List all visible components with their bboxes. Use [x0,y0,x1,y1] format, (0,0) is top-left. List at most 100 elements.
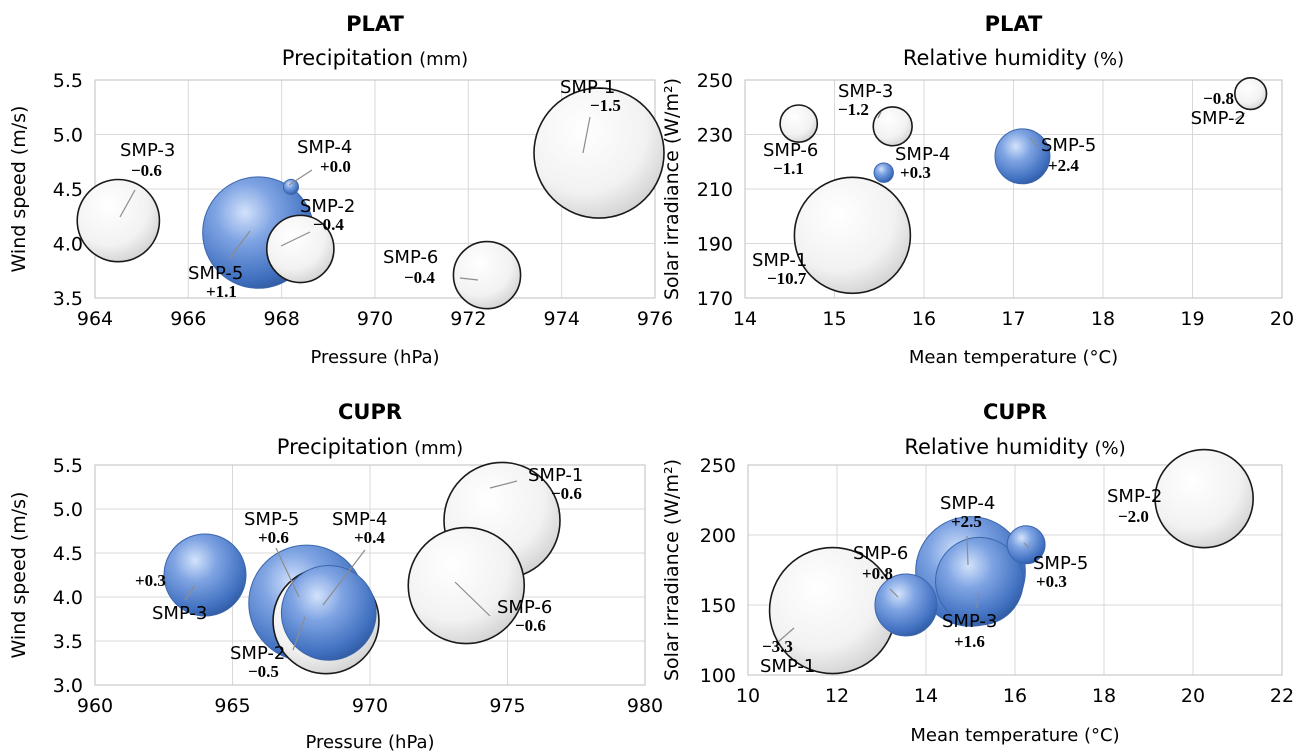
y-tick-label: 3.5 [53,631,83,653]
point-value-label: −0.6 [131,161,162,180]
y-tick-label: 250 [697,70,733,92]
point-value-label: −0.6 [515,616,546,635]
bubble-point [265,214,335,284]
point-name-label: SMP-1 [752,250,807,271]
x-axis-label: Mean temperature (°C) [910,725,1119,746]
x-tick-label: 19 [1180,308,1204,330]
leader-line [288,169,313,186]
point-name-label: SMP-3 [942,611,997,632]
y-tick-label: 4.0 [53,234,83,256]
bubble-point [793,176,912,295]
point-value-label: +0.3 [900,163,931,182]
bubble-point [452,240,522,310]
bubble-point [280,564,377,661]
point-name-label: SMP-3 [120,140,175,161]
bubble-point [407,526,526,645]
y-tick-label: 200 [700,525,736,547]
leader-line [889,588,899,598]
x-tick-label: 970 [357,308,393,330]
subtitle-text: Precipitation [282,46,413,70]
point-value-label: −0.8 [1203,89,1234,108]
point-name-label: SMP-2 [1107,486,1162,507]
x-tick-label: 18 [1091,308,1115,330]
x-axis-label: Mean temperature (°C) [909,347,1118,368]
leader-line [489,480,518,489]
subtitle-text: Relative humidity [904,435,1088,459]
point-name-label: SMP-6 [763,140,818,161]
x-tick-label: 965 [214,695,250,717]
chart-title: PLAT [346,12,404,36]
chart-title: CUPR [983,400,1047,424]
bubble-point [779,104,819,143]
x-tick-label: 14 [914,685,938,707]
plot-area [94,464,646,686]
y-tick-label: 100 [700,665,736,687]
x-axis-label: Pressure (hPa) [305,732,434,753]
point-value-label: +2.4 [1048,156,1079,175]
point-value-label: +0.6 [258,528,289,547]
point-name-label: SMP-2 [230,643,285,664]
chart-subtitle: Precipitation (mm) [282,46,468,70]
point-value-label: −0.6 [551,484,582,503]
point-value-label: −0.4 [404,268,435,287]
point-value-label: −3.3 [762,637,793,656]
chart-panel: 964 966 968 970 972 974 976 3.5 4.0 4.5 5.0 5.5 PLAT… [8,12,673,368]
leader-line [459,277,479,281]
x-axis-label: Pressure (hPa) [310,347,439,368]
leader-line [777,627,795,643]
point-name-label: SMP-6 [497,597,552,618]
point-value-label: +0.3 [1036,572,1067,591]
leader-line [275,547,300,598]
x-tick-label: 16 [912,308,936,330]
point-value-label: −2.0 [1118,507,1149,526]
point-value-label: +0.0 [320,157,351,176]
subtitle-unit: (%) [1093,49,1124,70]
point-value-label: −10.7 [767,269,807,288]
y-tick-label: 170 [697,288,733,310]
x-tick-label: 964 [77,308,113,330]
point-name-label: SMP-3 [838,81,893,102]
x-tick-label: 972 [450,308,486,330]
x-tick-label: 974 [544,308,580,330]
x-tick-label: 16 [1003,685,1027,707]
y-axis-label: Wind speed (m/s) [8,106,30,273]
leader-line [119,189,136,218]
y-tick-label: 4.5 [53,179,83,201]
leader-line [292,616,306,651]
point-value-label: +0.4 [354,528,385,547]
chart-panel: 960 965 970 975 980 3.0 3.5 4.0 4.5 5.0 5.5 CUPR Pre… [8,400,663,753]
x-tick-label: 975 [489,695,525,717]
x-tick-label: 12 [825,685,849,707]
point-value-label: +2.5 [951,512,982,531]
point-name-label: SMP-5 [188,263,243,284]
chart-subtitle: Precipitation (mm) [277,435,463,459]
y-tick-label: 150 [700,595,736,617]
y-tick-label: 250 [700,455,736,477]
x-tick-label: 968 [264,308,300,330]
y-tick-label: 4.5 [53,543,83,565]
y-axis-label: Solar irradiance (W/m²) [661,459,683,681]
chart-title: PLAT [985,12,1043,36]
y-tick-label: 3.0 [53,675,83,697]
point-name-label: SMP-1 [528,465,583,486]
leader-line [1023,542,1030,549]
point-name-label: SMP-4 [332,509,387,530]
leader-line [280,231,311,247]
subtitle-unit: (%) [1094,438,1125,459]
point-name-label: SMP-2 [1191,108,1246,129]
x-tick-label: 14 [733,308,757,330]
point-name-label: SMP-5 [1041,135,1096,156]
y-tick-label: 5.0 [53,125,83,147]
chart-subtitle: Relative humidity (%) [904,435,1125,459]
x-tick-label: 17 [1001,308,1025,330]
point-value-label: +1.6 [954,632,985,651]
point-value-label: +1.1 [206,282,237,301]
point-name-label: SMP-6 [853,543,908,564]
plot-area [744,79,1283,299]
point-name-label: SMP-3 [152,603,207,624]
bubble-point [873,162,894,183]
y-tick-label: 5.5 [53,70,83,92]
leader-line [877,111,882,119]
point-name-label: SMP-4 [297,137,352,158]
